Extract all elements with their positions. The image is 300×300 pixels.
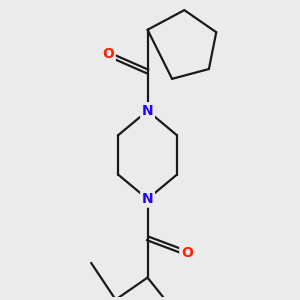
Text: O: O — [181, 246, 193, 260]
Text: O: O — [102, 47, 114, 61]
Text: N: N — [142, 192, 153, 206]
Text: N: N — [142, 104, 153, 118]
